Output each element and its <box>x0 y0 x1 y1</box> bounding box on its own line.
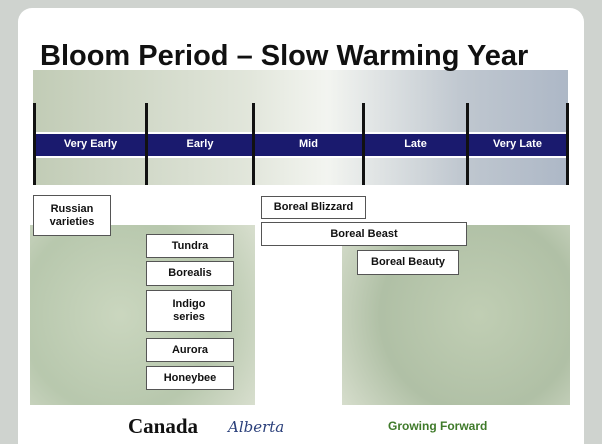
timeline-tick <box>466 103 469 185</box>
timeline-tick <box>33 103 36 185</box>
variety-box: Boreal Beauty <box>357 250 459 275</box>
timeline-tick <box>252 103 255 185</box>
variety-box: Borealis <box>146 261 234 286</box>
timeline-tick <box>362 103 365 185</box>
timeline-tick <box>145 103 148 185</box>
timeline-band <box>33 132 568 158</box>
period-label: Mid <box>299 138 318 150</box>
period-label: Early <box>186 138 214 150</box>
variety-box: Boreal Beast <box>261 222 467 246</box>
canada-logo: Canada <box>128 414 199 438</box>
variety-box: Indigo series <box>146 290 232 332</box>
variety-box: Boreal Blizzard <box>261 196 366 219</box>
period-label: Very Early <box>63 138 118 150</box>
variety-box: Aurora <box>146 338 234 362</box>
period-label: Late <box>404 138 427 150</box>
photo <box>33 70 568 185</box>
variety-box: Russian varieties <box>33 195 111 236</box>
variety-box: Honeybee <box>146 366 234 390</box>
slide-title: Bloom Period – Slow Warming Year <box>40 40 529 72</box>
period-label: Very Late <box>493 138 542 150</box>
growing-forward-logo: Growing Forward <box>388 419 488 433</box>
alberta-logo: Alberta <box>228 418 285 436</box>
variety-box: Tundra <box>146 234 234 258</box>
timeline-tick <box>566 103 569 185</box>
